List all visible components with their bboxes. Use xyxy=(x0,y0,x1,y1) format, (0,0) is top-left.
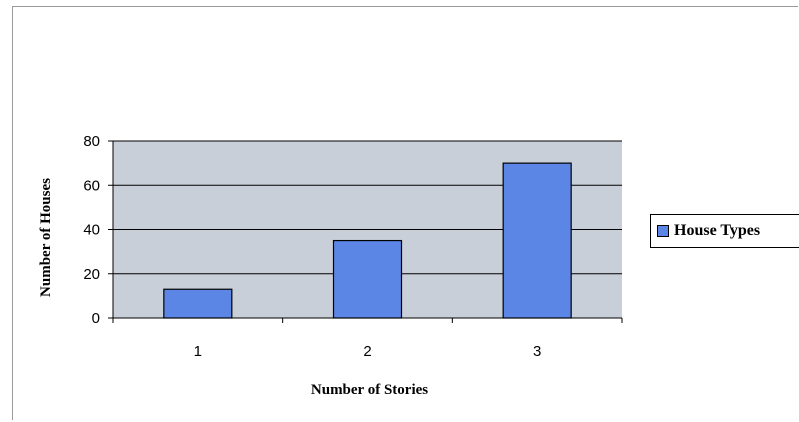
legend-label: House Types xyxy=(674,222,761,239)
y-tick-label: 80 xyxy=(83,133,100,150)
bar xyxy=(502,162,572,319)
y-tick-label: 0 xyxy=(92,310,100,327)
bar xyxy=(163,288,233,319)
y-tick-label: 60 xyxy=(83,177,100,194)
y-axis-title: Number of Houses xyxy=(38,178,54,297)
y-tick-label: 20 xyxy=(83,266,100,283)
x-axis-title: Number of Stories xyxy=(311,382,428,398)
x-tick-label: 3 xyxy=(533,343,541,360)
y-tick-label: 40 xyxy=(83,222,100,239)
legend: House Types xyxy=(650,214,799,248)
y-axis: 0 20 40 60 80 xyxy=(83,133,114,327)
bars xyxy=(163,162,572,319)
x-tick-label: 2 xyxy=(363,343,371,360)
x-tick-label: 1 xyxy=(194,343,202,360)
bar xyxy=(332,239,403,319)
x-axis: 1 2 3 xyxy=(112,317,623,360)
legend-swatch xyxy=(657,225,669,237)
